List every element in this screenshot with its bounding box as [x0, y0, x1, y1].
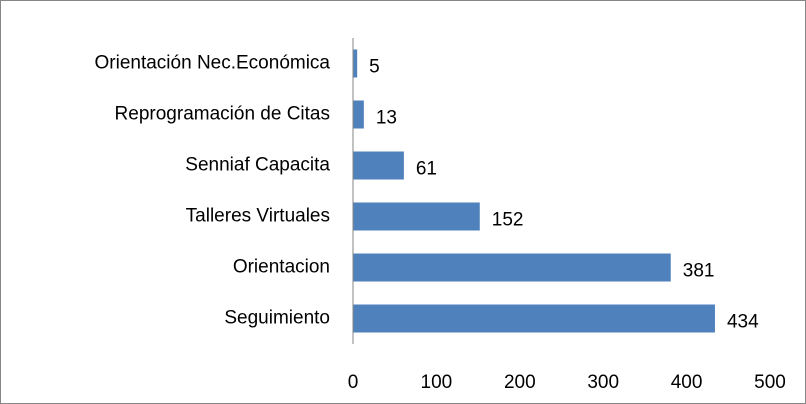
y-tick-label: Orientación Nec.Económica — [95, 53, 331, 74]
data-label: 5 — [369, 57, 380, 78]
y-tick-label: Talleres Virtuales — [186, 206, 330, 227]
x-tick-label: 100 — [421, 372, 453, 393]
data-label: 61 — [416, 159, 437, 180]
y-tick-label: Senniaf Capacita — [185, 155, 330, 176]
x-tick-label: 200 — [504, 372, 536, 393]
bar — [353, 253, 671, 282]
bar — [353, 100, 364, 129]
y-tick-label: Seguimiento — [224, 308, 330, 329]
data-label: 152 — [492, 210, 524, 231]
x-tick-label: 300 — [587, 372, 619, 393]
x-tick-label: 400 — [671, 372, 703, 393]
x-tick-label: 500 — [754, 372, 786, 393]
bar — [353, 202, 480, 231]
x-tick-label: 0 — [348, 372, 359, 393]
data-label: 13 — [376, 108, 397, 129]
bar — [353, 151, 404, 180]
data-label: 381 — [683, 261, 715, 282]
bar — [353, 49, 358, 78]
bar — [353, 304, 715, 333]
data-label: 434 — [727, 312, 759, 333]
y-tick-label: Orientacion — [233, 257, 330, 278]
y-tick-label: Reprogramación de Citas — [115, 104, 330, 125]
